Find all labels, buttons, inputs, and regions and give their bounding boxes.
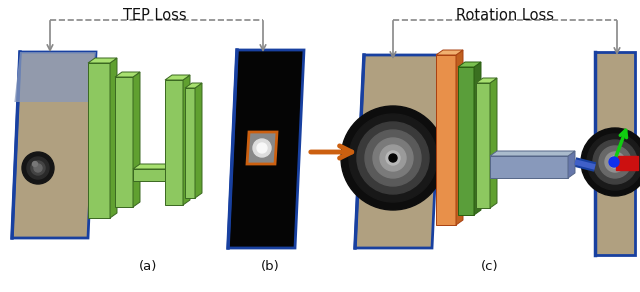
Text: Rotation Loss: Rotation Loss [456, 8, 554, 23]
Circle shape [386, 151, 400, 165]
Polygon shape [185, 83, 202, 88]
Circle shape [593, 140, 637, 184]
Circle shape [380, 145, 406, 171]
Polygon shape [490, 156, 568, 178]
Polygon shape [436, 55, 456, 225]
Polygon shape [88, 58, 117, 63]
Text: (c): (c) [481, 260, 499, 273]
Polygon shape [133, 169, 165, 181]
Polygon shape [476, 78, 497, 83]
Polygon shape [183, 75, 190, 205]
Polygon shape [490, 78, 497, 208]
Circle shape [341, 106, 445, 210]
Circle shape [22, 152, 54, 184]
Circle shape [609, 157, 619, 167]
Circle shape [257, 143, 267, 153]
Circle shape [365, 130, 421, 186]
Polygon shape [115, 77, 133, 207]
Polygon shape [165, 75, 190, 80]
Polygon shape [88, 63, 110, 218]
Circle shape [33, 161, 38, 166]
Circle shape [349, 114, 437, 202]
Circle shape [389, 154, 397, 162]
Polygon shape [474, 62, 481, 215]
Circle shape [612, 159, 618, 165]
Polygon shape [458, 67, 474, 215]
Circle shape [581, 128, 640, 196]
Polygon shape [456, 50, 463, 225]
Circle shape [31, 161, 45, 175]
Circle shape [253, 139, 271, 157]
Polygon shape [185, 88, 195, 198]
Circle shape [27, 157, 49, 179]
Polygon shape [436, 50, 463, 55]
Polygon shape [568, 151, 575, 178]
Circle shape [605, 152, 625, 172]
Polygon shape [15, 52, 96, 102]
Polygon shape [195, 83, 202, 198]
Polygon shape [133, 72, 140, 207]
Polygon shape [115, 72, 140, 77]
Circle shape [34, 164, 42, 172]
Polygon shape [595, 52, 635, 255]
Polygon shape [165, 80, 183, 205]
Text: (a): (a) [139, 260, 157, 273]
Text: TEP Loss: TEP Loss [123, 8, 187, 23]
Circle shape [609, 156, 621, 168]
Circle shape [587, 134, 640, 190]
Polygon shape [228, 50, 304, 248]
Circle shape [373, 138, 413, 178]
Polygon shape [490, 151, 575, 156]
Polygon shape [12, 52, 96, 238]
Polygon shape [476, 83, 490, 208]
Polygon shape [247, 132, 277, 164]
Polygon shape [458, 62, 481, 67]
Polygon shape [110, 58, 117, 218]
Circle shape [599, 146, 631, 178]
Bar [616, 156, 638, 170]
Polygon shape [133, 164, 172, 169]
Text: (b): (b) [260, 260, 280, 273]
Polygon shape [355, 55, 441, 248]
Circle shape [357, 122, 429, 194]
